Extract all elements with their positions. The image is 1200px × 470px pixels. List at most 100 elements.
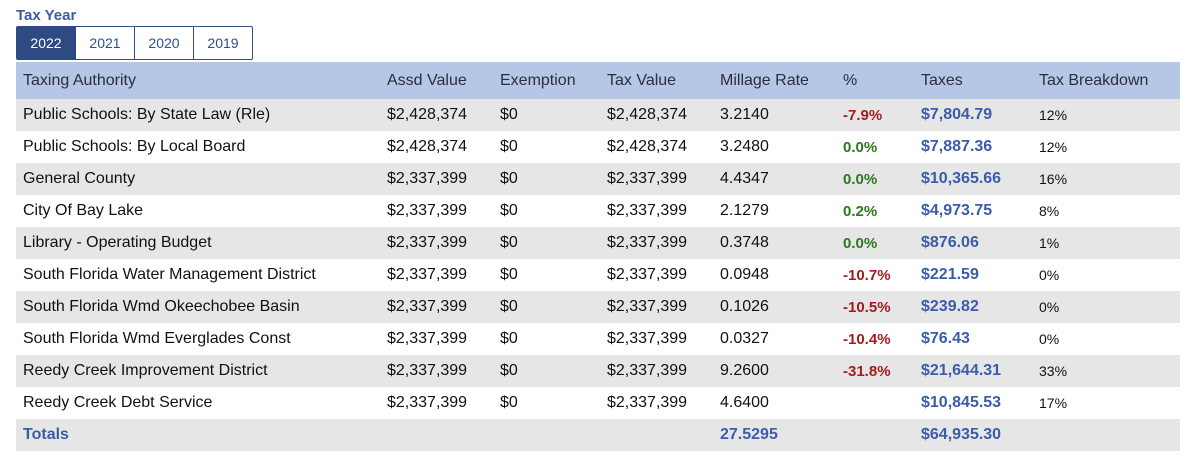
header-exemption: Exemption (500, 71, 576, 89)
cell-millage: 4.6400 (720, 394, 769, 411)
cell-percent-change: 0.0% (843, 170, 878, 188)
cell-exemption: $0 (500, 362, 518, 379)
cell-tax-value: $2,428,374 (607, 138, 688, 155)
cell-millage: 3.2140 (720, 106, 769, 123)
totals-millage: 27.5295 (720, 426, 778, 443)
cell-breakdown: 12% (1039, 107, 1068, 123)
cell-tax-value: $2,337,399 (607, 394, 688, 411)
cell-exemption: $0 (500, 330, 518, 347)
cell-tax-value: $2,337,399 (607, 234, 688, 251)
cell-exemption: $0 (500, 106, 518, 123)
cell-breakdown: 0% (1039, 267, 1060, 283)
cell-breakdown: 0% (1039, 299, 1060, 315)
cell-authority: South Florida Wmd Everglades Const (23, 330, 291, 347)
cell-tax-value: $2,337,399 (607, 298, 688, 315)
cell-authority: General County (23, 170, 136, 187)
cell-assd-value: $2,337,399 (387, 330, 468, 347)
cell-millage: 3.2480 (720, 138, 769, 155)
header-assd-value: Assd Value (387, 71, 467, 89)
cell-taxes: $7,804.79 (921, 106, 993, 123)
cell-taxes: $221.59 (921, 266, 979, 283)
header-percent-change: % (843, 71, 858, 89)
cell-assd-value: $2,428,374 (387, 138, 468, 155)
cell-percent-change: -10.7% (843, 266, 891, 284)
table-header-row: Taxing Authority Assd Value Exemption Ta… (16, 62, 1180, 99)
tax-section: Tax Year 2022 2021 2020 2019 Taxing Auth… (16, 7, 1180, 451)
cell-percent-change: -10.5% (843, 298, 891, 316)
header-taxes: Taxes (921, 71, 963, 89)
cell-assd-value: $2,337,399 (387, 298, 468, 315)
cell-percent-change: -10.4% (843, 330, 891, 348)
tab-year-2019[interactable]: 2019 (194, 26, 253, 60)
cell-millage: 9.2600 (720, 362, 769, 379)
table-row: South Florida Wmd Okeechobee Basin $2,33… (16, 291, 1180, 323)
totals-empty (836, 419, 914, 451)
cell-tax-value: $2,337,399 (607, 362, 688, 379)
totals-empty (493, 419, 600, 451)
cell-tax-value: $2,337,399 (607, 330, 688, 347)
totals-empty (1032, 419, 1180, 451)
header-tax-value: Tax Value (607, 71, 677, 89)
cell-exemption: $0 (500, 202, 518, 219)
cell-authority: South Florida Water Management District (23, 266, 316, 283)
cell-assd-value: $2,337,399 (387, 266, 468, 283)
table-row: Public Schools: By State Law (Rle) $2,42… (16, 99, 1180, 131)
table-row: Library - Operating Budget $2,337,399 $0… (16, 227, 1180, 259)
cell-taxes: $7,887.36 (921, 138, 993, 155)
tab-year-2020[interactable]: 2020 (135, 26, 194, 60)
cell-exemption: $0 (500, 234, 518, 251)
cell-percent-change: -7.9% (843, 106, 883, 124)
cell-taxes: $239.82 (921, 298, 979, 315)
table-row: South Florida Wmd Everglades Const $2,33… (16, 323, 1180, 355)
cell-millage: 2.1279 (720, 202, 769, 219)
cell-millage: 0.0327 (720, 330, 769, 347)
cell-tax-value: $2,337,399 (607, 202, 688, 219)
cell-taxes: $876.06 (921, 234, 979, 251)
cell-percent-change: 0.2% (843, 202, 878, 220)
cell-breakdown: 33% (1039, 363, 1068, 379)
table-row: Public Schools: By Local Board $2,428,37… (16, 131, 1180, 163)
cell-millage: 0.0948 (720, 266, 769, 283)
cell-tax-value: $2,337,399 (607, 266, 688, 283)
table-row: General County $2,337,399 $0 $2,337,399 … (16, 163, 1180, 195)
tax-year-label: Tax Year (16, 7, 77, 24)
cell-assd-value: $2,337,399 (387, 394, 468, 411)
cell-millage: 0.1026 (720, 298, 769, 315)
table-row: City Of Bay Lake $2,337,399 $0 $2,337,39… (16, 195, 1180, 227)
totals-label: Totals (23, 426, 69, 443)
cell-assd-value: $2,337,399 (387, 202, 468, 219)
totals-taxes: $64,935.30 (921, 426, 1002, 443)
cell-breakdown: 0% (1039, 331, 1060, 347)
cell-breakdown: 1% (1039, 235, 1060, 251)
header-millage-rate: Millage Rate (720, 71, 809, 89)
totals-row: Totals 27.5295 $64,935.30 (16, 419, 1180, 451)
cell-assd-value: $2,337,399 (387, 234, 468, 251)
cell-breakdown: 17% (1039, 395, 1068, 411)
cell-exemption: $0 (500, 138, 518, 155)
header-tax-breakdown: Tax Breakdown (1039, 71, 1149, 89)
cell-millage: 4.4347 (720, 170, 769, 187)
tab-year-2021[interactable]: 2021 (76, 26, 135, 60)
table-row: South Florida Water Management District … (16, 259, 1180, 291)
cell-taxes: $21,644.31 (921, 362, 1002, 379)
cell-percent-change: 0.0% (843, 234, 878, 252)
cell-percent-change: -31.8% (843, 362, 891, 380)
cell-taxes: $4,973.75 (921, 202, 993, 219)
cell-authority: Public Schools: By Local Board (23, 138, 246, 155)
table-row: Reedy Creek Improvement District $2,337,… (16, 355, 1180, 387)
tab-year-2022[interactable]: 2022 (16, 26, 76, 60)
totals-empty (600, 419, 713, 451)
cell-breakdown: 16% (1039, 171, 1068, 187)
cell-taxes: $10,845.53 (921, 394, 1002, 411)
cell-tax-value: $2,337,399 (607, 170, 688, 187)
cell-millage: 0.3748 (720, 234, 769, 251)
cell-exemption: $0 (500, 298, 518, 315)
cell-authority: Public Schools: By State Law (Rle) (23, 106, 271, 123)
cell-exemption: $0 (500, 266, 518, 283)
cell-percent-change: 0.0% (843, 138, 878, 156)
cell-authority: Library - Operating Budget (23, 234, 212, 251)
cell-breakdown: 12% (1039, 139, 1068, 155)
cell-authority: South Florida Wmd Okeechobee Basin (23, 298, 300, 315)
cell-assd-value: $2,337,399 (387, 170, 468, 187)
cell-exemption: $0 (500, 394, 518, 411)
